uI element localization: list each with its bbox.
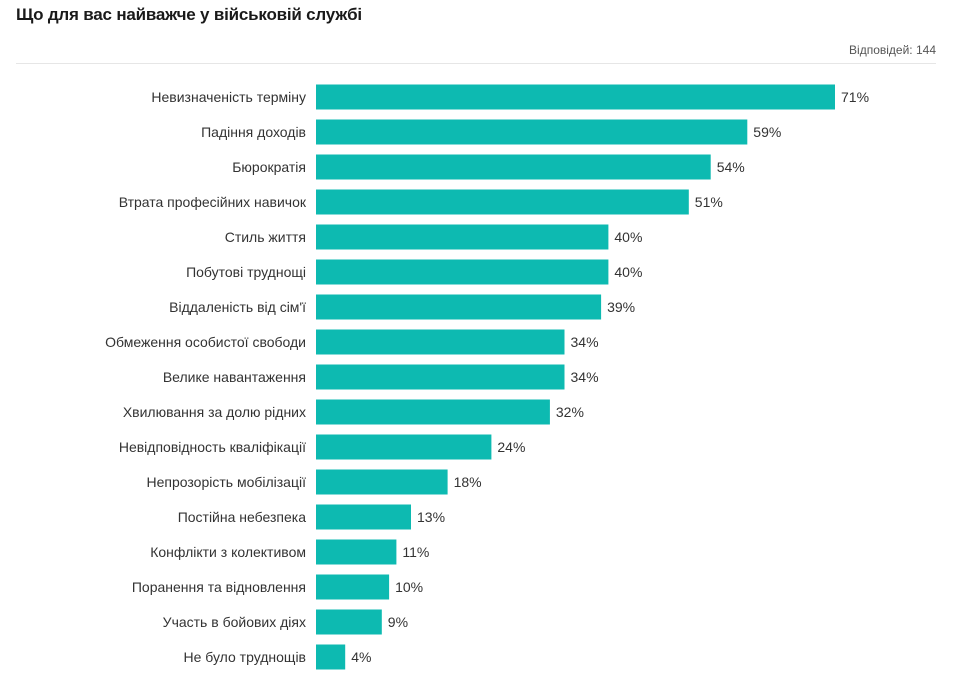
value-label: 40% bbox=[614, 229, 642, 245]
value-label: 71% bbox=[841, 89, 869, 105]
value-label: 10% bbox=[395, 579, 423, 595]
bar bbox=[316, 539, 397, 565]
bar bbox=[316, 84, 835, 110]
value-label: 32% bbox=[556, 404, 584, 420]
value-label: 34% bbox=[571, 369, 599, 385]
category-label: Участь в бойових діях bbox=[163, 614, 306, 630]
value-label: 51% bbox=[695, 194, 723, 210]
value-label: 11% bbox=[402, 544, 429, 560]
category-label: Стиль життя bbox=[225, 229, 306, 245]
chart-title: Що для вас найважче у військовій службі bbox=[16, 5, 362, 24]
category-label: Хвилювання за долю рідних bbox=[123, 404, 306, 420]
category-label: Падіння доходів bbox=[201, 124, 306, 140]
bar bbox=[316, 609, 382, 635]
value-label: 13% bbox=[417, 509, 445, 525]
bar bbox=[316, 644, 346, 670]
category-label: Велике навантаження bbox=[163, 369, 306, 385]
value-label: 24% bbox=[497, 439, 525, 455]
value-label: 59% bbox=[753, 124, 781, 140]
value-label: 4% bbox=[351, 649, 371, 665]
category-label: Конфлікти з колективом bbox=[150, 544, 306, 560]
bar bbox=[316, 294, 602, 320]
value-label: 54% bbox=[717, 159, 745, 175]
category-label: Непрозорість мобілізації bbox=[147, 474, 307, 490]
category-label: Не було труднощів bbox=[183, 649, 306, 665]
category-label: Побутові труднощі bbox=[186, 264, 306, 280]
bar bbox=[316, 224, 609, 250]
value-label: 40% bbox=[614, 264, 642, 280]
category-label: Постійна небезпека bbox=[178, 509, 307, 525]
category-label: Поранення та відновлення bbox=[132, 579, 306, 595]
header-divider bbox=[16, 63, 936, 64]
bar bbox=[316, 399, 550, 425]
bar bbox=[316, 259, 609, 285]
category-label: Обмеження особистої свободи bbox=[105, 334, 306, 350]
category-label: Віддаленість від сім'ї bbox=[169, 299, 306, 315]
value-label: 18% bbox=[454, 474, 482, 490]
bar bbox=[316, 154, 711, 180]
category-label: Бюрократія bbox=[232, 159, 306, 175]
bar bbox=[316, 504, 411, 530]
bar bbox=[316, 574, 390, 600]
category-label: Невідповідность кваліфікації bbox=[119, 439, 306, 455]
bar bbox=[316, 364, 565, 390]
bar bbox=[316, 434, 492, 460]
category-label: Втрата професійних навичок bbox=[119, 194, 307, 210]
bar bbox=[316, 329, 565, 355]
bar bbox=[316, 119, 748, 145]
bar bbox=[316, 469, 448, 495]
value-label: 39% bbox=[607, 299, 635, 315]
value-label: 9% bbox=[388, 614, 408, 630]
category-label: Невизначеність терміну bbox=[151, 89, 306, 105]
bar bbox=[316, 189, 689, 215]
value-label: 34% bbox=[571, 334, 599, 350]
respondent-count: Відповідей: 144 bbox=[849, 43, 936, 57]
